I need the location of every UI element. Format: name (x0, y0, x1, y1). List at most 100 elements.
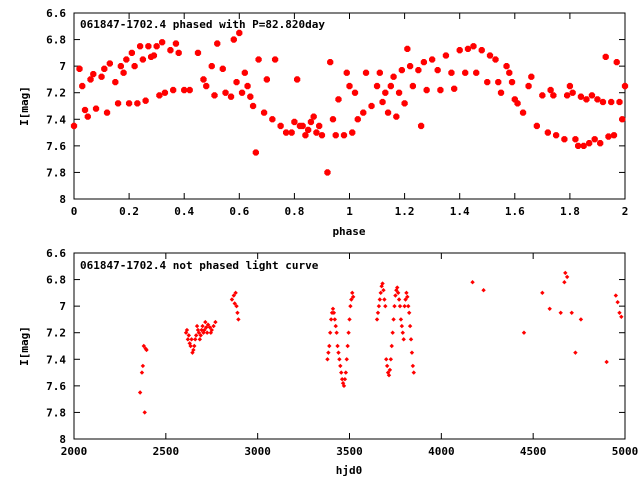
data-point (376, 303, 382, 309)
data-point (397, 303, 403, 309)
data-point (375, 310, 381, 315)
data-point (525, 82, 532, 90)
data-point (389, 343, 394, 349)
data-point (547, 306, 552, 311)
data-point (318, 132, 326, 139)
data-point (137, 390, 143, 395)
y-tick-label: 6.6 (46, 7, 66, 20)
data-point (347, 317, 352, 322)
data-point (230, 36, 237, 43)
data-point (316, 122, 323, 130)
data-point (170, 86, 177, 94)
data-point (396, 297, 402, 302)
y-tick-label: 7.8 (46, 166, 66, 179)
data-point (349, 297, 354, 302)
data-point (101, 65, 108, 72)
data-point (90, 70, 97, 78)
data-point (569, 310, 574, 315)
data-point (398, 66, 405, 74)
data-point (393, 113, 400, 120)
y-tick-label: 7.4 (46, 113, 66, 126)
data-point (327, 59, 334, 66)
data-point (519, 109, 527, 116)
unphased-light-curve-panel: 061847-1702.4 not phased light curve hjd… (18, 247, 638, 477)
data-point (161, 89, 169, 96)
data-point (577, 93, 585, 100)
data-point (128, 49, 135, 56)
data-point (381, 288, 386, 293)
data-point (192, 343, 197, 349)
data-point (378, 290, 383, 296)
data-point (395, 89, 403, 96)
data-point (405, 294, 410, 300)
x-tick-label: 1.4 (450, 205, 470, 218)
y-tick-label: 8 (59, 433, 66, 446)
data-point (134, 100, 141, 107)
data-point (81, 106, 89, 114)
data-point (141, 343, 146, 349)
data-point (247, 93, 254, 100)
data-point (241, 69, 248, 76)
data-point (200, 323, 205, 329)
data-point (123, 56, 130, 63)
data-point (288, 129, 295, 136)
data-points (70, 29, 629, 176)
data-point (566, 82, 574, 90)
data-point (282, 129, 290, 136)
data-point (233, 78, 240, 86)
data-point (442, 52, 450, 59)
y-tick-label: 7.2 (46, 327, 66, 340)
data-point (98, 73, 105, 80)
data-point (332, 132, 339, 139)
x-tick-label: 1.6 (505, 205, 525, 218)
data-point (153, 43, 160, 50)
data-point (597, 140, 604, 147)
data-point (544, 129, 551, 136)
data-point (486, 52, 494, 59)
data-point (388, 357, 394, 362)
data-point (404, 45, 411, 53)
data-point (333, 323, 338, 329)
data-point (580, 142, 587, 149)
data-point (342, 377, 348, 382)
data-point (196, 330, 202, 335)
data-point (386, 373, 392, 378)
data-point (437, 86, 444, 94)
data-point (186, 86, 193, 94)
data-point (384, 109, 392, 116)
data-point (326, 350, 331, 355)
y-tick-label: 7 (59, 60, 66, 73)
data-point (484, 78, 491, 86)
data-point (401, 337, 406, 342)
data-point (346, 82, 353, 90)
data-point (252, 149, 259, 156)
data-point (139, 56, 147, 63)
data-point (409, 350, 415, 355)
data-point (307, 118, 315, 126)
data-point (470, 280, 475, 285)
data-point (214, 40, 221, 47)
data-point (335, 96, 342, 103)
data-point (390, 73, 397, 80)
data-point (335, 343, 340, 349)
data-point (368, 102, 375, 110)
data-point (550, 92, 557, 99)
x-tick-label: 1.8 (560, 205, 580, 218)
data-point (156, 92, 163, 99)
data-point (260, 109, 268, 116)
data-point (327, 343, 332, 349)
data-point (540, 290, 545, 296)
data-point (277, 122, 284, 130)
data-point (497, 89, 505, 96)
y-tick-label: 8 (59, 193, 66, 206)
data-point (136, 43, 144, 50)
data-point (547, 86, 554, 94)
data-point (310, 113, 317, 120)
data-point (456, 47, 463, 54)
data-point (150, 52, 158, 59)
data-point (219, 65, 226, 72)
data-point (464, 45, 472, 53)
data-point (400, 330, 405, 335)
data-point (470, 43, 477, 50)
